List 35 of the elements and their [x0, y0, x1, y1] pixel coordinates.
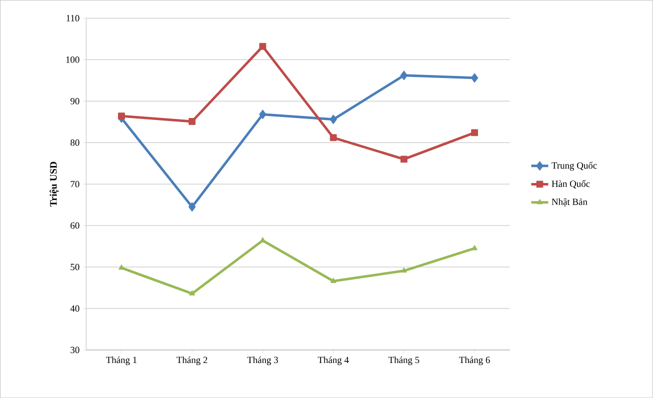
point [400, 267, 407, 273]
x-tick-label: Tháng 2 [176, 356, 208, 366]
y-tick-label: 30 [70, 346, 80, 354]
y-axis-title: Triệu USD [50, 162, 59, 207]
point [472, 244, 478, 250]
y-tick-label: 110 [66, 14, 80, 22]
legend-label: Hàn Quốc [552, 180, 590, 188]
point [330, 278, 336, 283]
x-tick-label: Tháng 5 [388, 356, 420, 366]
point [330, 114, 338, 124]
point [400, 70, 408, 80]
point [259, 110, 266, 120]
legend-label: Trung Quốc [552, 162, 597, 171]
point [259, 42, 266, 50]
y-tick-label: 40 [70, 305, 80, 312]
point [188, 202, 196, 212]
x-tick-label: Tháng 3 [247, 356, 278, 366]
x-tick-label: Tháng 6 [459, 356, 490, 366]
point [400, 156, 408, 163]
y-tick-label: 50 [70, 264, 80, 270]
y-tick-label: 80 [70, 139, 80, 146]
x-tick-label: Tháng 1 [106, 356, 137, 366]
point [470, 73, 478, 83]
y-tick-label: 90 [70, 98, 80, 104]
point [471, 129, 478, 136]
point [188, 118, 196, 125]
y-tick-label: 60 [70, 222, 80, 229]
y-tick-label: 100 [66, 56, 80, 63]
point [118, 112, 125, 120]
point [330, 134, 337, 142]
x-tick-label: Tháng 4 [318, 356, 349, 366]
legend-label: Nhật Bản [552, 198, 588, 206]
point [118, 264, 124, 270]
point [189, 290, 196, 296]
y-tick-label: 70 [70, 180, 80, 188]
